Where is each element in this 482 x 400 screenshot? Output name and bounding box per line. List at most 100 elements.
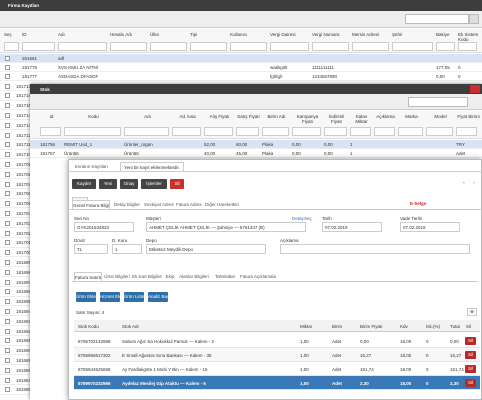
delete-button[interactable]: Sil: [465, 351, 476, 359]
filter-input[interactable]: [456, 127, 477, 136]
row-checkbox[interactable]: [5, 289, 10, 295]
row-checkbox[interactable]: [5, 357, 10, 363]
row-checkbox[interactable]: [5, 93, 10, 99]
row-checkbox[interactable]: [5, 65, 10, 70]
filter-input[interactable]: [324, 127, 347, 136]
filter-input[interactable]: [40, 127, 61, 136]
table-row[interactable]: [0, 63, 482, 72]
filter-input[interactable]: [64, 127, 121, 136]
dialog-tab[interactable]: Evrakın Kayıtları: [75, 164, 109, 169]
sub-tab[interactable]: Tahsilatlar: [214, 274, 236, 279]
row-checkbox[interactable]: [5, 230, 10, 236]
toolbar-button[interactable]: Onay: [120, 179, 138, 189]
filter-input[interactable]: [312, 42, 349, 51]
field-input[interactable]: 07.02.2019: [400, 222, 460, 232]
row-checkbox[interactable]: [5, 279, 10, 285]
sub-tab[interactable]: Ürün Bilgileri: [104, 274, 130, 279]
action-button[interactable]: Ürün Ekle: [76, 292, 96, 302]
sub-tab[interactable]: Ekip: [165, 274, 175, 279]
line-row[interactable]: [74, 348, 480, 362]
filter-input[interactable]: [292, 127, 321, 136]
filter-input[interactable]: [398, 127, 423, 136]
row-checkbox[interactable]: [5, 259, 10, 265]
row-checkbox[interactable]: [5, 367, 10, 373]
search-box[interactable]: [408, 97, 468, 107]
action-button[interactable]: Ürün Listesi: [124, 292, 144, 302]
filter-input[interactable]: [230, 42, 267, 51]
toolbar-button[interactable]: İşlemler: [141, 179, 167, 189]
row-checkbox[interactable]: [5, 299, 10, 305]
link[interactable]: Detay: [292, 216, 304, 221]
filter-input[interactable]: [204, 127, 233, 136]
action-button[interactable]: Analiz Başka: [148, 292, 168, 302]
line-row[interactable]: [74, 362, 480, 376]
row-checkbox[interactable]: [5, 318, 10, 324]
field-input[interactable]: 07.02.2019: [322, 222, 382, 232]
filter-input[interactable]: [190, 42, 227, 51]
prev-button[interactable]: ‹: [463, 180, 465, 185]
search-box[interactable]: [405, 14, 469, 24]
field-input[interactable]: TL: [74, 244, 108, 254]
filter-input[interactable]: [426, 127, 453, 136]
sub-tab[interactable]: Fatura Açıklamaları: [240, 274, 276, 279]
sub-tab[interactable]: Ek Kart Bilgileri: [132, 274, 162, 279]
section-tab[interactable]: Genel Fatura Bilgileri: [72, 200, 110, 209]
search-button[interactable]: [469, 14, 479, 24]
row-checkbox[interactable]: [5, 240, 10, 246]
row-checkbox[interactable]: [5, 387, 10, 393]
row-checkbox[interactable]: [5, 308, 10, 314]
filter-input[interactable]: [236, 127, 259, 136]
row-checkbox[interactable]: [5, 56, 10, 61]
row-checkbox[interactable]: [5, 181, 10, 187]
section-tab[interactable]: Diğer Hareketleri: [205, 202, 239, 207]
field-input[interactable]: [280, 244, 470, 254]
field-input[interactable]: GYK201534833: [74, 222, 134, 232]
row-checkbox[interactable]: [5, 132, 10, 138]
filter-input[interactable]: [374, 127, 395, 136]
toolbar-button[interactable]: Kaydet: [72, 179, 96, 189]
row-checkbox[interactable]: [5, 338, 10, 344]
row-checkbox[interactable]: [5, 152, 10, 158]
row-checkbox[interactable]: [5, 103, 10, 109]
row-checkbox[interactable]: [5, 348, 10, 354]
row-checkbox[interactable]: [5, 328, 10, 334]
filter-input[interactable]: [392, 42, 433, 51]
table-row[interactable]: [30, 149, 482, 158]
filter-input[interactable]: [150, 42, 187, 51]
filter-input[interactable]: [110, 42, 147, 51]
table-row[interactable]: [30, 140, 482, 149]
sub-tab[interactable]: Alanlar Bilgileri: [179, 274, 209, 279]
line-row[interactable]: [74, 376, 480, 390]
table-row[interactable]: [0, 72, 482, 81]
next-button[interactable]: ›: [473, 180, 475, 185]
filter-input[interactable]: [352, 42, 389, 51]
line-row[interactable]: [74, 334, 480, 348]
table-row[interactable]: [0, 54, 482, 63]
filter-input[interactable]: [436, 42, 455, 51]
dialog-tab[interactable]: Yeni bir kayıt eklenmektedir.: [120, 162, 184, 172]
row-checkbox[interactable]: [5, 250, 10, 256]
link[interactable]: Seç: [304, 216, 312, 221]
row-checkbox[interactable]: [5, 201, 10, 207]
action-button[interactable]: Hizmet Ekle: [100, 292, 120, 302]
filter-input[interactable]: [270, 42, 309, 51]
expand-button[interactable]: ⊕: [467, 308, 477, 316]
delete-button[interactable]: Sil: [465, 379, 476, 387]
row-checkbox[interactable]: [5, 220, 10, 226]
filter-input[interactable]: [124, 127, 169, 136]
field-input[interactable]: 1: [112, 244, 142, 254]
row-checkbox[interactable]: [5, 191, 10, 197]
filter-input[interactable]: [262, 127, 289, 136]
section-tab[interactable]: Detay bilgiler: [113, 202, 140, 207]
filter-input[interactable]: [22, 42, 55, 51]
sub-tab[interactable]: Fatura Satırları: [74, 272, 102, 281]
field-input[interactable]: Etiketsiz Meydili Depo: [146, 244, 266, 254]
delete-button[interactable]: Sil: [465, 337, 476, 345]
filter-input[interactable]: [350, 127, 371, 136]
row-checkbox[interactable]: [5, 269, 10, 275]
filter-input[interactable]: [4, 42, 19, 51]
delete-button[interactable]: Sil: [465, 365, 476, 373]
section-tab[interactable]: Sevkiyat Adresi: [144, 202, 174, 207]
toolbar-button[interactable]: Sil: [170, 179, 184, 189]
row-checkbox[interactable]: [5, 161, 10, 167]
